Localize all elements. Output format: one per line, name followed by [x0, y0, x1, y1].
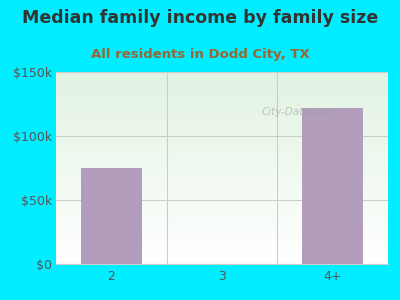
Bar [81, 168, 142, 264]
Text: All residents in Dodd City, TX: All residents in Dodd City, TX [91, 48, 309, 61]
Bar [302, 108, 363, 264]
Text: Median family income by family size: Median family income by family size [22, 9, 378, 27]
Text: City-Data.com: City-Data.com [262, 106, 336, 117]
